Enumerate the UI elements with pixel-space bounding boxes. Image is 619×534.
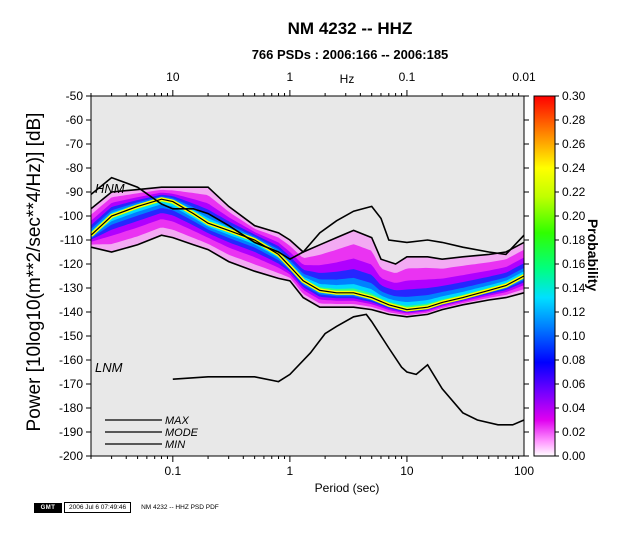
x-tick-label: 10 (400, 464, 414, 478)
x-axis-label: Period (sec) (315, 481, 380, 495)
plot-frame (90, 95, 525, 457)
series-max-line (91, 186, 524, 265)
y-tick-label: -160 (59, 353, 83, 367)
density-band-7 (91, 198, 524, 310)
colorbar-label: Probability (585, 219, 601, 292)
chart-subtitle: 766 PSDs : 2006:166 -- 2006:185 (252, 47, 449, 62)
footer-caption: NM 4232 -- HHZ PSD PDF (141, 504, 219, 511)
y-tick-label: -50 (66, 89, 84, 103)
y-tick-label: -100 (59, 209, 83, 223)
top-tick-label: 1 (287, 70, 294, 84)
y-tick-label: -190 (59, 425, 83, 439)
gmt-logo: GMT (34, 502, 62, 513)
y-tick-label: -200 (59, 449, 83, 463)
colorbar-tick-label: 0.28 (562, 113, 586, 127)
x-tick-label: 0.1 (164, 464, 181, 478)
colorbar-tick-label: 0.26 (562, 137, 586, 151)
noise-model-low-label: LNM (95, 360, 123, 375)
y-tick-label: -80 (66, 161, 84, 175)
colorbar-tick-label: 0.00 (562, 449, 586, 463)
x-tick-label: 100 (514, 464, 534, 478)
colorbar-tick-label: 0.22 (562, 185, 586, 199)
y-tick-label: -110 (60, 233, 83, 247)
top-tick-label: 0.01 (512, 70, 536, 84)
noise-model-high-label: HNM (95, 181, 125, 196)
colorbar-tick-label: 0.20 (562, 209, 586, 223)
y-tick-label: -130 (59, 281, 83, 295)
legend-min-label: MIN (165, 439, 185, 451)
timestamp-stamp: 2006 Jul 6 07:49:46 (64, 502, 132, 513)
top-tick-label: 0.1 (399, 70, 416, 84)
colorbar (533, 95, 556, 457)
x-tick-label: 1 (287, 464, 294, 478)
top-tick-label: 10 (166, 70, 180, 84)
series-lnm-line (172, 313, 524, 426)
colorbar-tick-label: 0.16 (562, 257, 586, 271)
colorbar-tick-label: 0.10 (562, 329, 586, 343)
colorbar-tick-label: 0.06 (562, 377, 586, 391)
density-field (91, 96, 524, 456)
colorbar-tick-label: 0.02 (562, 425, 586, 439)
y-tick-label: -70 (66, 137, 84, 151)
series-mode-line (91, 198, 524, 311)
colorbar-tick-label: 0.24 (562, 161, 586, 175)
y-tick-label: -180 (59, 401, 83, 415)
colorbar-tick-label: 0.18 (562, 233, 586, 247)
footer: GMT 2006 Jul 6 07:49:46 NM 4232 -- HHZ P… (34, 502, 219, 513)
colorbar-tick-label: 0.08 (562, 353, 586, 367)
colorbar-tick-label: 0.04 (562, 401, 586, 415)
y-tick-label: -60 (66, 113, 84, 127)
legend-max-label: MAX (165, 415, 190, 427)
series-min-line (91, 234, 524, 318)
top-axis-unit: Hz (340, 72, 355, 86)
legend: MAX MODE MIN (105, 415, 199, 451)
colorbar-tick-label: 0.30 (562, 89, 586, 103)
y-tick-label: -140 (59, 305, 83, 319)
y-tick-label: -170 (59, 377, 83, 391)
colorbar-tick-label: 0.14 (562, 281, 586, 295)
chart-title: NM 4232 -- HHZ (288, 19, 413, 38)
y-tick-label: -120 (59, 257, 83, 271)
legend-mode-label: MODE (165, 427, 199, 439)
y-tick-label: -90 (66, 185, 84, 199)
y-tick-label: -150 (59, 329, 83, 343)
y-axis-label: Power [10log10(m**2/sec**4/Hz)] [dB] (24, 113, 45, 432)
colorbar-tick-label: 0.12 (562, 305, 586, 319)
series-hnm-line (91, 176, 524, 261)
